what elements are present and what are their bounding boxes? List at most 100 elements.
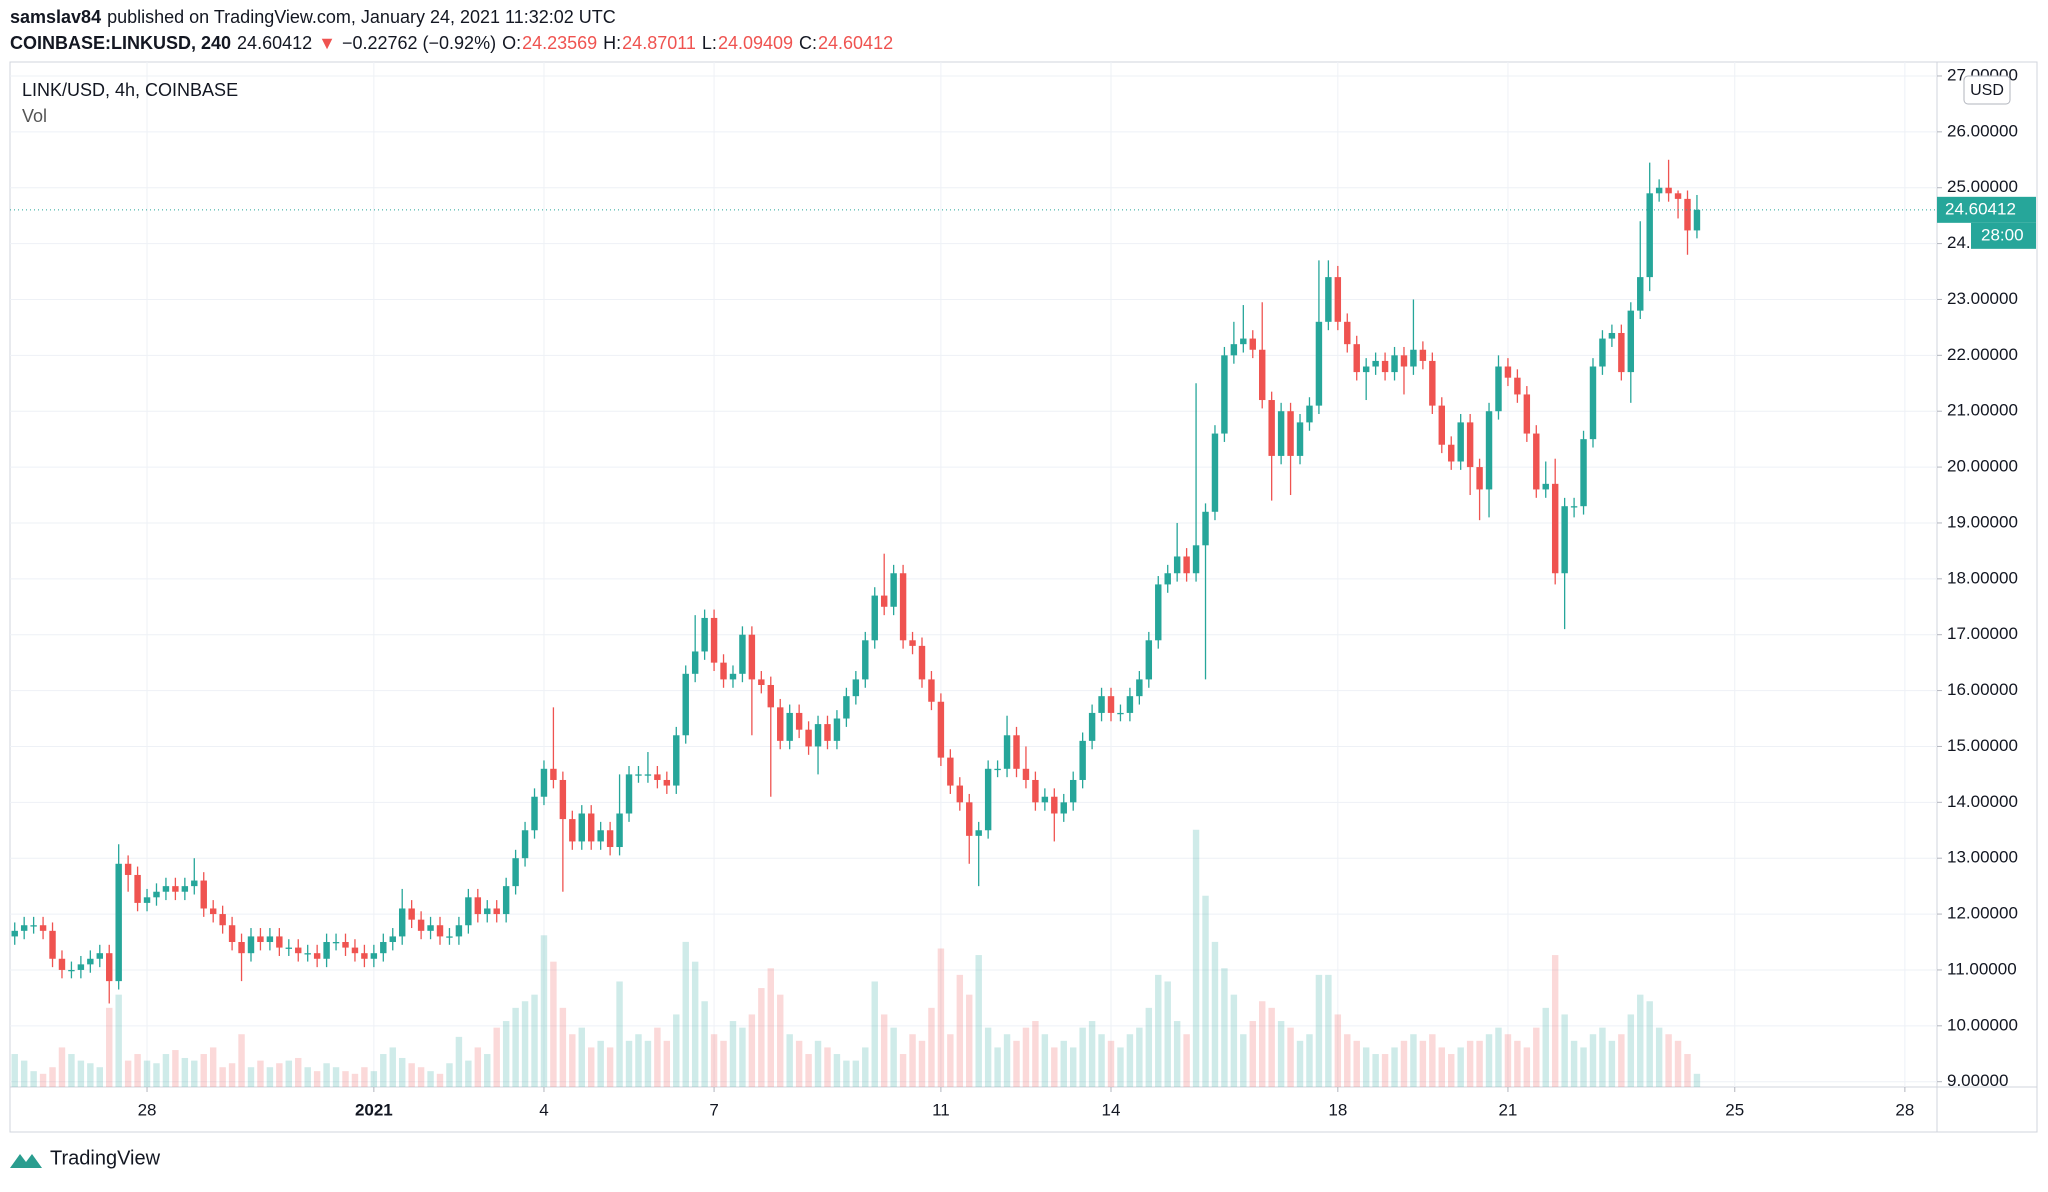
- volume-bar: [1589, 1034, 1597, 1087]
- candle-body: [1618, 332, 1625, 373]
- candle-body: [380, 942, 387, 954]
- candle-body: [1145, 640, 1153, 680]
- candle-body: [1098, 696, 1105, 713]
- candle-body: [1589, 366, 1597, 440]
- volume-bar: [1693, 1073, 1701, 1087]
- volume-bar: [1230, 994, 1238, 1087]
- volume-bar: [1429, 1034, 1436, 1087]
- volume-bar: [1674, 1040, 1682, 1087]
- candle-body: [87, 958, 94, 965]
- volume-bar: [625, 1040, 633, 1087]
- author[interactable]: samslav84: [10, 7, 101, 27]
- candle-body: [295, 947, 302, 954]
- volume-bar: [606, 1047, 614, 1087]
- candle-body: [1485, 411, 1493, 490]
- volume-bar: [1637, 994, 1644, 1087]
- ohlc-value: 24.09409: [718, 33, 793, 53]
- candle-body: [143, 897, 151, 903]
- candle-body: [899, 573, 907, 641]
- volume-bar: [1457, 1047, 1464, 1087]
- volume-bar: [342, 1071, 349, 1087]
- candle-body: [1674, 193, 1682, 199]
- volume-bar: [1221, 968, 1228, 1087]
- volume-bar: [550, 961, 557, 1087]
- volume-bar: [1202, 895, 1209, 1087]
- volume-bar: [1353, 1040, 1360, 1087]
- volume-bar: [370, 1071, 378, 1087]
- candle-body: [606, 830, 614, 848]
- candle-body: [1476, 467, 1483, 490]
- candle-body: [1448, 444, 1455, 462]
- candle-body: [285, 947, 293, 949]
- candle-body: [58, 958, 66, 970]
- candle-body: [427, 925, 434, 931]
- candle-body: [1041, 796, 1049, 803]
- candle-body: [1381, 360, 1389, 373]
- candle-body: [191, 880, 198, 887]
- volume-bar: [1514, 1040, 1521, 1087]
- candle-body: [1372, 360, 1379, 367]
- volume-bar: [588, 1047, 595, 1087]
- volume-bar: [1079, 1027, 1086, 1087]
- candle-body: [786, 712, 793, 741]
- candle-body: [276, 936, 283, 948]
- candle-body: [361, 953, 368, 959]
- candle-body: [1069, 779, 1077, 803]
- candle-body: [1296, 422, 1304, 456]
- volume-bar: [1599, 1027, 1606, 1087]
- volume-bar: [1164, 981, 1171, 1087]
- currency-badge[interactable]: USD: [1963, 75, 2011, 105]
- volume-bar: [597, 1040, 604, 1087]
- candle-body: [1136, 679, 1143, 697]
- candle-body: [777, 707, 784, 741]
- volume-bar: [1126, 1034, 1134, 1087]
- volume-bar: [729, 1021, 737, 1087]
- volume-bar: [1533, 1027, 1540, 1087]
- candle-body: [20, 925, 28, 931]
- candle-body: [1107, 696, 1115, 713]
- candle-body: [96, 953, 103, 959]
- logo[interactable]: TradingView: [10, 1147, 161, 1169]
- ohlc-label: H:: [603, 33, 621, 53]
- volume-bar: [276, 1063, 283, 1087]
- volume-bar: [1391, 1047, 1398, 1087]
- candle-body: [446, 936, 453, 938]
- volume-bar: [767, 968, 774, 1087]
- candle-body: [1211, 433, 1219, 512]
- candle-body: [153, 891, 160, 898]
- candle-body: [682, 673, 689, 736]
- candle-body: [673, 735, 680, 786]
- candle-body: [474, 897, 482, 915]
- volume-bar: [323, 1063, 330, 1087]
- candle-body: [852, 679, 860, 697]
- volume-bar: [540, 935, 548, 1087]
- volume-bar: [1523, 1047, 1531, 1087]
- candle-body: [1155, 584, 1162, 641]
- volume-bar: [682, 941, 689, 1087]
- change: −0.22762 (−0.92%): [342, 33, 496, 53]
- volume-bar: [1117, 1047, 1124, 1087]
- volume-bar: [446, 1063, 453, 1087]
- volume-bar: [257, 1060, 264, 1087]
- volume-bar: [758, 988, 765, 1087]
- candle-body: [1088, 712, 1096, 741]
- volume-bar: [436, 1073, 444, 1087]
- candle-body: [238, 942, 245, 954]
- volume-bar: [11, 1054, 18, 1087]
- candle-body: [710, 617, 718, 663]
- volume-bar: [1088, 1021, 1096, 1087]
- candle-body: [1362, 366, 1370, 373]
- volume-bar: [238, 1034, 245, 1087]
- volume-bar: [1107, 1040, 1115, 1087]
- candle-body: [1013, 735, 1020, 769]
- ohlc-label: L:: [702, 33, 717, 53]
- candle-body: [1306, 405, 1313, 423]
- y-tick-label: 18.00000: [1947, 568, 2018, 587]
- volume-bar: [843, 1060, 850, 1087]
- volume-bar: [39, 1073, 47, 1087]
- candle-body: [909, 640, 916, 646]
- volume-bar: [295, 1057, 302, 1087]
- candle-body: [1400, 355, 1408, 367]
- volume-bar: [1315, 974, 1323, 1087]
